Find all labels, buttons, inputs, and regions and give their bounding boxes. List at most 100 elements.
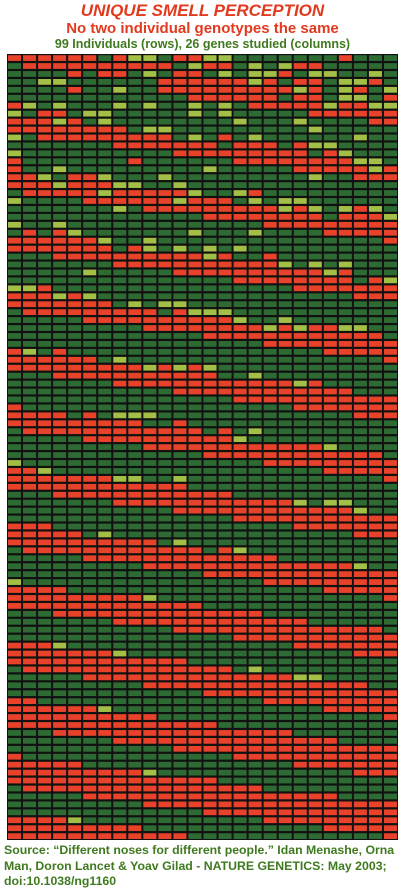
heatmap-cell-dark-green	[383, 206, 397, 212]
heatmap-cell-red	[233, 730, 247, 736]
heatmap-cell-dark-green	[83, 285, 97, 292]
heatmap-cell-dark-green	[293, 229, 307, 236]
heatmap-cell-red	[113, 730, 127, 736]
heatmap-cell-dark-green	[128, 809, 142, 816]
heatmap-cell-dark-green	[248, 468, 262, 474]
heatmap-cell-dark-green	[38, 491, 52, 498]
heatmap-cell-red	[53, 491, 67, 498]
heatmap-cell-red	[338, 269, 352, 276]
heatmap-cell-red	[338, 102, 352, 109]
heatmap-cell-dark-green	[383, 150, 397, 157]
heatmap-cell-red	[323, 809, 337, 816]
heatmap-cell-red	[203, 690, 217, 697]
heatmap-cell-dark-green	[53, 277, 67, 284]
heatmap-cell-dark-green	[308, 55, 322, 61]
heatmap-cell-light-green	[308, 126, 322, 133]
heatmap-cell-red	[368, 642, 382, 649]
heatmap-cell-red	[338, 690, 352, 697]
heatmap-cell-dark-green	[158, 309, 172, 315]
heatmap-cell-red	[83, 833, 97, 839]
heatmap-cell-red	[233, 269, 247, 276]
heatmap-cell-dark-green	[218, 142, 232, 149]
heatmap-cell-dark-green	[38, 753, 52, 760]
heatmap-cell-red	[158, 491, 172, 498]
heatmap-cell-dark-green	[53, 206, 67, 212]
chart-subtitle: No two individual genotypes the same	[66, 20, 339, 37]
heatmap-cell-dark-green	[53, 618, 67, 625]
heatmap-cell-red	[38, 658, 52, 665]
heatmap-cell-dark-green	[173, 460, 187, 466]
heatmap-cell-red	[53, 356, 67, 363]
heatmap-cell-dark-green	[188, 769, 202, 776]
heatmap-cell-red	[8, 293, 22, 300]
heatmap-cell-red	[38, 412, 52, 419]
heatmap-cell-dark-green	[38, 206, 52, 212]
heatmap-cell-dark-green	[173, 642, 187, 649]
heatmap-cell-red	[113, 55, 127, 61]
heatmap-cell-dark-green	[203, 237, 217, 244]
heatmap-cell-red	[353, 571, 367, 577]
heatmap-cell-red	[293, 277, 307, 284]
heatmap-cell-dark-green	[323, 372, 337, 379]
heatmap-cell-dark-green	[278, 142, 292, 149]
heatmap-cell-red	[248, 737, 262, 744]
heatmap-cell-red	[353, 817, 367, 824]
heatmap-cell-red	[83, 317, 97, 323]
heatmap-cell-light-green	[143, 245, 157, 252]
heatmap-cell-dark-green	[293, 309, 307, 315]
heatmap-cell-red	[173, 603, 187, 609]
heatmap-cell-red	[8, 301, 22, 308]
heatmap-cell-dark-green	[233, 293, 247, 300]
heatmap-cell-red	[233, 515, 247, 522]
heatmap-cell-red	[23, 237, 37, 244]
heatmap-cell-dark-green	[263, 642, 277, 649]
heatmap-cell-red	[353, 642, 367, 649]
heatmap-cell-red	[98, 491, 112, 498]
heatmap-cell-red	[338, 468, 352, 474]
heatmap-cell-dark-green	[113, 690, 127, 697]
heatmap-cell-dark-green	[383, 158, 397, 165]
heatmap-cell-dark-green	[158, 71, 172, 77]
heatmap-cell-red	[68, 182, 82, 188]
heatmap-cell-dark-green	[83, 79, 97, 85]
heatmap-cell-dark-green	[158, 634, 172, 641]
heatmap-cell-dark-green	[188, 468, 202, 474]
heatmap-cell-dark-green	[173, 531, 187, 538]
heatmap-cell-red	[188, 142, 202, 149]
heatmap-cell-dark-green	[383, 134, 397, 141]
heatmap-cell-red	[68, 134, 82, 141]
heatmap-cell-red	[308, 388, 322, 395]
heatmap-cell-red	[263, 94, 277, 101]
heatmap-cell-dark-green	[158, 94, 172, 101]
heatmap-cell-light-green	[308, 674, 322, 681]
heatmap-cell-dark-green	[53, 150, 67, 157]
heatmap-cell-red	[368, 404, 382, 411]
heatmap-cell-red	[308, 325, 322, 331]
heatmap-cell-dark-green	[308, 436, 322, 443]
heatmap-cell-red	[263, 563, 277, 570]
heatmap-cell-red	[98, 301, 112, 308]
heatmap-cell-dark-green	[278, 245, 292, 252]
heatmap-cell-dark-green	[128, 110, 142, 117]
heatmap-cell-light-green	[248, 666, 262, 673]
heatmap-cell-red	[143, 833, 157, 839]
heatmap-cell-dark-green	[38, 515, 52, 522]
heatmap-cell-red	[8, 817, 22, 824]
heatmap-cell-dark-green	[263, 769, 277, 776]
heatmap-cell-dark-green	[83, 460, 97, 466]
heatmap-cell-dark-green	[278, 603, 292, 609]
heatmap-cell-dark-green	[53, 745, 67, 752]
heatmap-cell-dark-green	[233, 166, 247, 173]
heatmap-cell-dark-green	[158, 587, 172, 593]
heatmap-cell-red	[113, 555, 127, 562]
heatmap-cell-red	[353, 110, 367, 117]
heatmap-cell-dark-green	[128, 237, 142, 244]
heatmap-cell-red	[308, 86, 322, 93]
heatmap-cell-dark-green	[203, 650, 217, 657]
heatmap-cell-red	[143, 261, 157, 268]
heatmap-cell-red	[203, 436, 217, 443]
heatmap-cell-dark-green	[173, 174, 187, 181]
heatmap-cell-dark-green	[293, 110, 307, 117]
heatmap-cell-light-green	[143, 364, 157, 371]
heatmap-cell-dark-green	[113, 237, 127, 244]
